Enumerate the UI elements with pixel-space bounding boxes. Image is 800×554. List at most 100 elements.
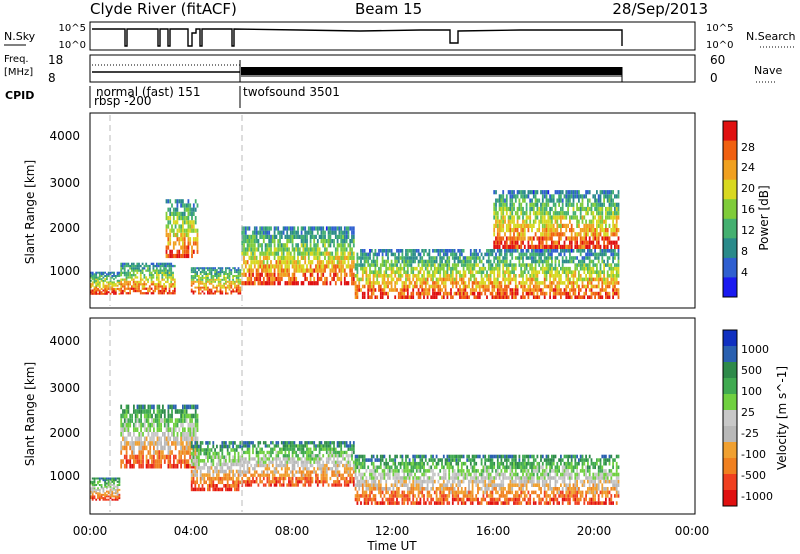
heatmap-cell: [462, 256, 465, 260]
heatmap-cell: [581, 219, 584, 224]
heatmap-cell: [169, 232, 172, 238]
heatmap-cell: [253, 243, 256, 248]
heatmap-cell: [376, 281, 379, 285]
heatmap-cell: [462, 295, 465, 299]
heatmap-cell: [107, 479, 110, 482]
heatmap-cell: [259, 480, 262, 484]
heatmap-cell: [509, 194, 512, 199]
heatmap-cell: [403, 291, 406, 296]
heatmap-cell: [279, 230, 281, 235]
heatmap-cell: [163, 441, 166, 446]
heatmap-cell: [286, 272, 289, 277]
heatmap-cell: [588, 277, 591, 282]
heatmap-cell: [154, 287, 156, 290]
heatmap-cell: [114, 492, 117, 495]
heatmap-cell: [216, 476, 218, 481]
heatmap-cell: [579, 295, 582, 299]
heatmap-cell: [189, 404, 192, 410]
heatmap-cell: [190, 276, 193, 279]
heatmap-cell: [158, 404, 161, 410]
heatmap-cell: [329, 251, 332, 256]
heatmap-cell: [118, 484, 121, 486]
heatmap-cell: [532, 211, 535, 216]
heatmap-cell: [183, 445, 186, 451]
heatmap-cell: [106, 477, 108, 480]
heatmap-cell: [444, 288, 447, 292]
heatmap-cell: [176, 211, 179, 216]
heatmap-cell: [143, 267, 146, 270]
heatmap-cell: [191, 418, 193, 423]
heatmap-cell: [189, 454, 192, 460]
heatmap-cell: [259, 264, 262, 269]
heatmap-cell: [525, 202, 528, 207]
heatmap-cell: [538, 284, 541, 289]
heatmap-cell: [547, 198, 550, 203]
heatmap-cell: [356, 295, 359, 299]
heatmap-cell: [531, 266, 533, 271]
heatmap-cell: [493, 232, 496, 237]
heatmap-cell: [289, 255, 292, 260]
heatmap-cell: [448, 274, 451, 278]
heatmap-cell: [98, 492, 101, 495]
heatmap-cell: [594, 232, 596, 237]
heatmap-cell: [478, 295, 481, 299]
heatmap-cell: [567, 206, 569, 212]
heatmap-cell: [374, 249, 377, 253]
heatmap-cell: [455, 277, 458, 282]
heatmap-cell: [599, 263, 602, 267]
heatmap-cell: [502, 270, 505, 274]
heatmap-cell: [143, 292, 146, 295]
heatmap-cell: [120, 267, 123, 270]
heatmap-cell: [145, 459, 148, 464]
heatmap-cell: [583, 215, 586, 220]
heatmap-cell: [174, 441, 177, 446]
heatmap-cell: [182, 245, 184, 250]
heatmap-cell: [190, 484, 193, 488]
heatmap-cell: [208, 441, 211, 445]
heatmap-cell: [549, 274, 551, 278]
heatmap-cell: [192, 487, 195, 492]
heatmap-cell: [264, 457, 267, 461]
heatmap-cell: [216, 269, 218, 272]
heatmap-cell: [378, 252, 380, 257]
heatmap-cell: [248, 467, 251, 471]
heatmap-cell: [437, 288, 440, 292]
heatmap-cell: [514, 249, 517, 253]
heatmap-cell: [587, 228, 589, 233]
heatmap-cell: [509, 277, 512, 282]
heatmap-cell: [473, 281, 476, 285]
heatmap-cell: [340, 247, 343, 252]
heatmap-cell: [378, 288, 380, 292]
heatmap-cell: [599, 219, 602, 224]
heatmap-cell: [558, 236, 560, 241]
heatmap-cell: [173, 432, 175, 437]
heatmap-cell: [612, 232, 614, 237]
heatmap-cell: [152, 276, 155, 279]
heatmap-cell: [147, 289, 149, 293]
heatmap-cell: [522, 270, 524, 274]
heatmap-cell: [147, 459, 150, 464]
heatmap-cell: [214, 280, 216, 283]
heatmap-cell: [543, 274, 546, 278]
heatmap-cell: [239, 273, 242, 275]
heatmap-cell: [234, 282, 236, 285]
heatmap-cell: [576, 266, 578, 271]
heatmap-cell: [176, 432, 179, 437]
heatmap-cell: [214, 466, 216, 470]
heatmap-cell: [527, 244, 530, 249]
heatmap-cell: [554, 291, 557, 296]
heatmap-cell: [252, 255, 254, 260]
heatmap-cell: [154, 264, 156, 268]
heatmap-cell: [158, 463, 161, 469]
heatmap-cell: [541, 244, 544, 249]
heatmap-cell: [168, 287, 171, 290]
heatmap-cell: [279, 460, 281, 464]
heatmap-cell: [248, 226, 251, 231]
heatmap-cell: [496, 281, 499, 285]
heatmap-cell: [253, 473, 256, 477]
heatmap-cell: [504, 277, 506, 282]
heatmap-cell: [545, 256, 548, 260]
heatmap-cell: [347, 234, 350, 239]
heatmap-cell: [107, 495, 110, 498]
heatmap-cell: [469, 277, 472, 282]
